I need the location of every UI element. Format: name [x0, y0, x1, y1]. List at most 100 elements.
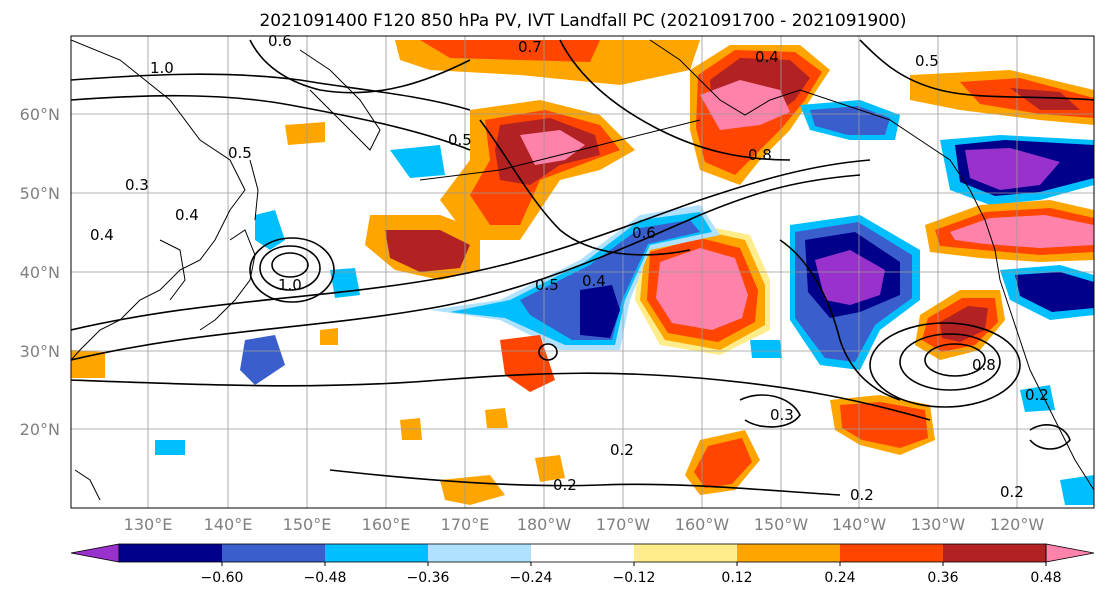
contour-labels: 1.0 0.6 0.7 0.5 0.5 0.5 0.4 0.3 0.4 0.4 …	[90, 32, 1049, 504]
coastlines	[71, 39, 1094, 501]
contour-sw-1	[924, 343, 986, 377]
contour-north-2	[71, 94, 471, 151]
shade-royalblue-japan	[240, 335, 285, 385]
figure-title: 2021091400 F120 850 hPa PV, IVT Landfall…	[259, 11, 906, 31]
shade-darkred-farne	[1010, 88, 1080, 110]
contour-label: 0.2	[553, 476, 577, 494]
contour-mid-1	[71, 174, 861, 361]
contour-label: 1.0	[150, 59, 174, 77]
contour-label: 0.2	[850, 486, 874, 504]
lon-label: 140°E	[204, 515, 253, 534]
colorbar-cells	[70, 543, 1095, 563]
contour-japan-3	[249, 237, 335, 303]
shade-darkred-midleft	[385, 230, 470, 272]
lon-label: 170°E	[441, 515, 490, 534]
shade-pink-nw	[520, 130, 585, 165]
colorbar-cell	[634, 544, 738, 562]
contour-label: 0.7	[518, 38, 542, 56]
contour-japan-1	[271, 252, 309, 278]
colorbar-extend-high	[1045, 543, 1095, 563]
lon-label: 120°W	[990, 515, 1045, 534]
lat-label: 50°N	[20, 184, 60, 203]
gridlines	[71, 36, 1094, 508]
shade-royalblue-center	[520, 220, 700, 340]
contour-mid-2	[71, 159, 871, 331]
contour-aleut-1	[479, 119, 691, 256]
coast-asia	[71, 39, 246, 361]
contour-label: 0.2	[1000, 483, 1024, 501]
colorbar-tick-label: 0.24	[824, 570, 855, 586]
contour-east-2	[859, 39, 1094, 101]
contour-label: 0.4	[90, 226, 114, 244]
contour-south-1	[739, 394, 801, 428]
colorbar-tick-label: −0.36	[407, 570, 450, 586]
latitude-labels: 60°N 50°N 40°N 30°N 20°N	[20, 105, 60, 439]
colorbar-cell	[325, 544, 429, 562]
colorbar-cell	[119, 544, 223, 562]
colorbar-frame	[118, 543, 1047, 563]
coast-alaska	[649, 39, 1001, 281]
shade-skyblue-south4	[750, 340, 782, 358]
colorbar-cell	[737, 544, 841, 562]
shade-orange-kamchatka	[285, 122, 325, 145]
shade-red-south3	[500, 335, 555, 392]
contour-sw-2	[899, 333, 1001, 391]
shade-red-south2	[694, 438, 752, 488]
coast-sakhalin	[249, 159, 259, 221]
contour-label: 0.3	[125, 176, 149, 194]
lon-label: 130°W	[911, 515, 966, 534]
colorbar-tick-label: 0.48	[1030, 570, 1061, 586]
contour-label: 0.4	[755, 48, 779, 66]
contour-low-2	[329, 469, 841, 496]
shade-skyblue-kuril	[390, 145, 445, 178]
coast-korea	[159, 239, 186, 301]
contour-south-2	[1029, 424, 1071, 450]
shaded-field	[71, 40, 1094, 505]
contour-label: 0.5	[448, 131, 472, 149]
contour-label: 0.8	[748, 146, 772, 164]
shade-orange-south8	[320, 328, 338, 345]
colorbar-cell	[428, 544, 532, 562]
shade-skyblue-south2	[1020, 385, 1055, 412]
contour-label: 0.5	[228, 144, 252, 162]
lat-label: 60°N	[20, 105, 60, 124]
lon-label: 130°E	[124, 515, 173, 534]
colorbar-tick-label: 0.12	[721, 570, 752, 586]
contour-label: 0.2	[1025, 386, 1049, 404]
shade-orange-west	[71, 350, 105, 378]
shade-navy-center	[580, 285, 620, 338]
contour-sw-3	[869, 322, 1021, 408]
coast-aleutians	[419, 119, 701, 181]
colorbar-tick-label: −0.60	[201, 570, 244, 586]
contour-label: 0.6	[268, 32, 292, 50]
colorbar-tick-label: −0.48	[304, 570, 347, 586]
shade-pink-ne	[700, 80, 790, 130]
contour-label: 0.6	[632, 224, 656, 242]
contour-label: 0.3	[770, 406, 794, 424]
lat-label: 40°N	[20, 263, 60, 282]
colorbar-ticks: −0.60 −0.48 −0.36 −0.24 −0.12 0.12 0.24 0.36 0.4…	[201, 562, 1062, 586]
lat-label: 20°N	[20, 420, 60, 439]
shade-purple-bc	[965, 148, 1060, 190]
lon-label: 170°W	[596, 515, 651, 534]
shade-orange-south7	[485, 408, 508, 428]
colorbar-cell	[840, 544, 944, 562]
shade-navy-us	[1015, 272, 1094, 312]
colorbar-cell	[531, 544, 635, 562]
coast-na-west	[999, 279, 1094, 491]
colorbar-extend-low	[70, 543, 120, 563]
map-frame	[70, 35, 1095, 509]
contour-east-1	[779, 239, 901, 401]
contour-north-1	[71, 73, 471, 111]
contour-low-1	[71, 372, 931, 421]
lon-label: 160°W	[675, 515, 730, 534]
colorbar-tick-label: −0.24	[510, 570, 553, 586]
contour-label: 0.8	[972, 356, 996, 374]
contour-label: 0.5	[915, 52, 939, 70]
coast-japan	[199, 229, 256, 331]
shade-skyblue-south1	[155, 440, 185, 455]
lon-label: 150°W	[754, 515, 809, 534]
contour-north-3	[249, 39, 471, 94]
lon-label: 140°W	[832, 515, 887, 534]
